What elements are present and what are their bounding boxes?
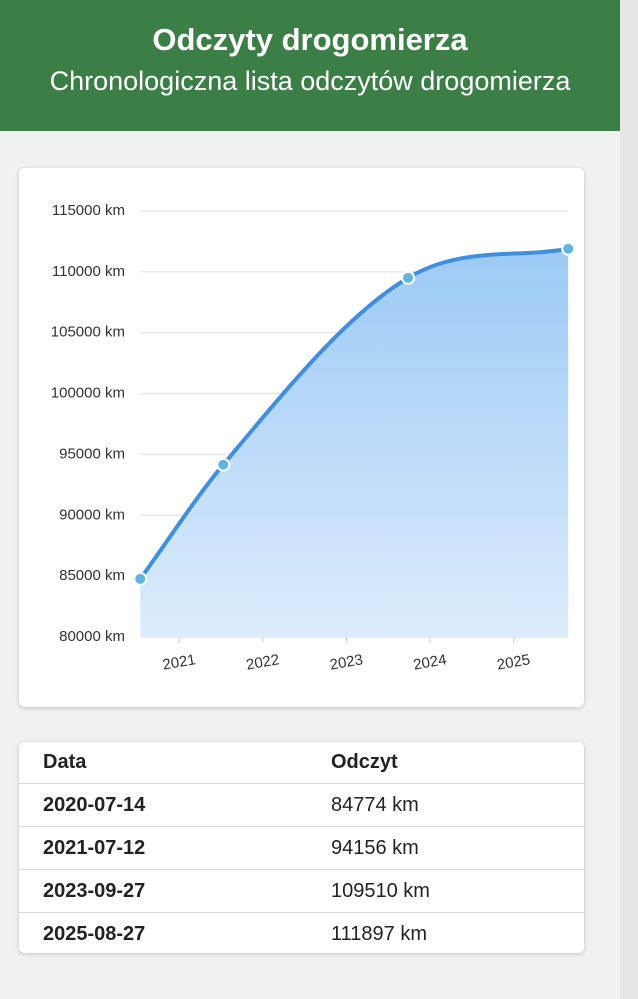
table-row: 2020-07-14 84774 km bbox=[19, 783, 584, 827]
table-cell: 94156 km bbox=[307, 826, 584, 870]
chart-card: 80000 km 85000 km 90000 km 95000 km 100000 k… bbox=[19, 168, 584, 707]
column-header: Data bbox=[19, 742, 307, 784]
y-tick-label: 115000 km bbox=[52, 202, 125, 219]
line bbox=[138, 246, 569, 581]
point bbox=[401, 270, 416, 285]
table-cell: 84774 km bbox=[307, 783, 584, 827]
table-cell: 109510 km bbox=[307, 869, 584, 913]
subtitle: Chronologiczna lista odczytów drogomierz… bbox=[49, 66, 571, 96]
y-tick-label: 85000 km bbox=[59, 567, 125, 584]
x-tick-label: 2022 bbox=[245, 651, 281, 674]
point bbox=[561, 241, 576, 256]
area bbox=[140, 248, 569, 637]
y-tick-label: 95000 km bbox=[59, 445, 125, 462]
y-tick-label: 105000 km bbox=[51, 324, 125, 341]
point bbox=[133, 571, 148, 586]
table-row: 2021-07-12 94156 km bbox=[19, 826, 584, 870]
header: Odczyty drogomierza Chronologiczna lista… bbox=[0, 0, 620, 131]
y-tick-label: 100000 km bbox=[51, 385, 125, 402]
table-cell: 111897 km bbox=[331, 922, 427, 945]
table-row: 2025-08-27 111897 km bbox=[19, 913, 584, 954]
title: Odczyty drogomierza bbox=[152, 22, 468, 57]
chart: 80000 km 85000 km 90000 km 95000 km 100000 k… bbox=[51, 202, 576, 674]
scrollbar bbox=[620, 0, 638, 999]
table-card: Data Odczyt 2020-07-14 84774 km 2021-07-12 94… bbox=[19, 742, 584, 953]
x-tick-label: 2023 bbox=[328, 651, 364, 674]
x-tick-label: 2025 bbox=[496, 651, 532, 674]
table: Data Odczyt 2020-07-14 84774 km 2021-07-12 94… bbox=[19, 742, 584, 953]
y-tick-label: 110000 km bbox=[52, 263, 125, 280]
column-header: Odczyt bbox=[307, 742, 584, 784]
table-cell: 2023-09-27 bbox=[19, 869, 307, 913]
x-tick-label: 2021 bbox=[161, 651, 197, 674]
y-tick-label: 80000 km bbox=[59, 628, 125, 645]
point bbox=[216, 457, 231, 472]
y-tick-label: 90000 km bbox=[59, 506, 125, 523]
x-tick-label: 2024 bbox=[412, 651, 448, 674]
table-cell: 2025-08-27 bbox=[43, 922, 146, 945]
table-cell: 2020-07-14 bbox=[19, 783, 307, 827]
table-row: 2023-09-27 109510 km bbox=[19, 869, 584, 913]
table-cell: 2021-07-12 bbox=[19, 826, 307, 870]
header-row: Data Odczyt bbox=[19, 742, 584, 784]
